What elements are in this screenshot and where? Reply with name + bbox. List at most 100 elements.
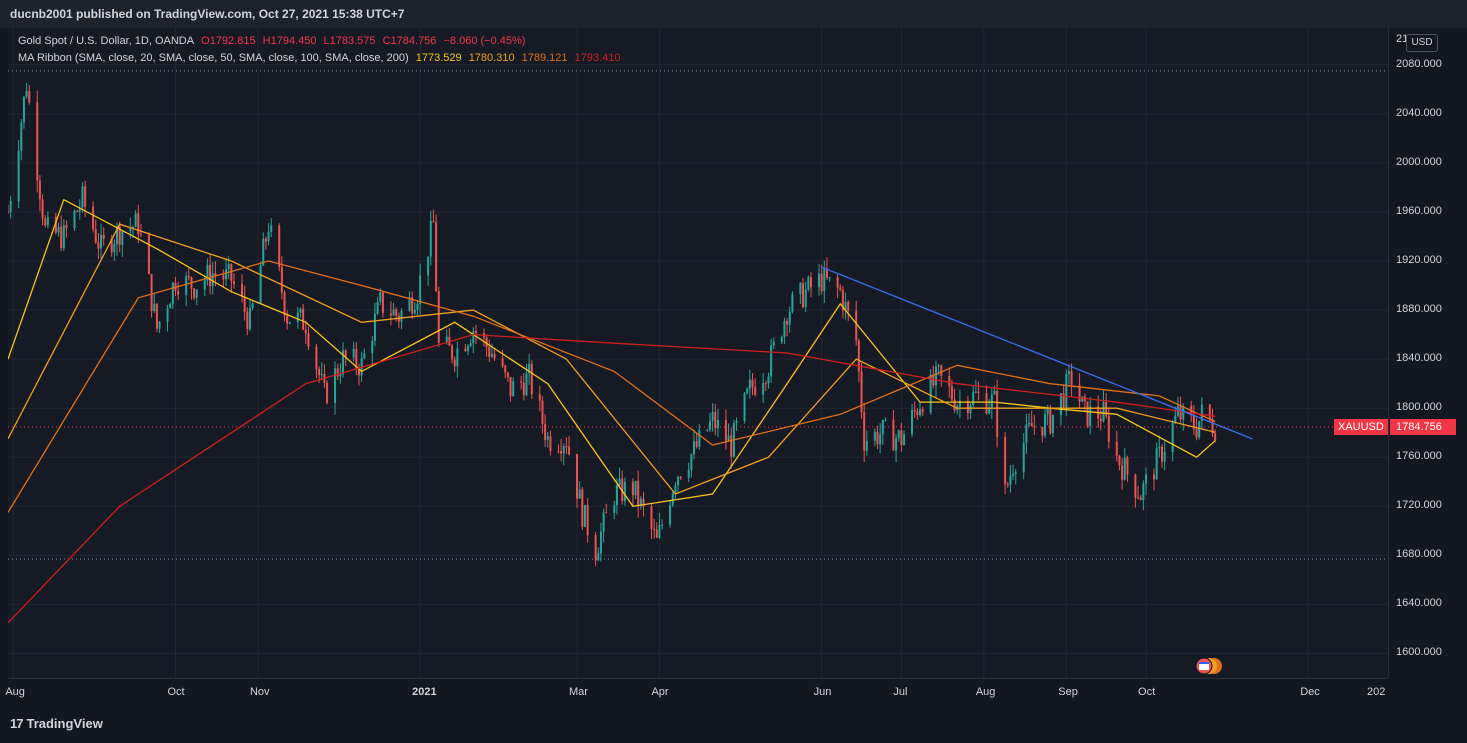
candle-body <box>783 320 786 337</box>
candle-body <box>990 394 993 408</box>
candle-body <box>116 226 119 244</box>
candle-body <box>897 430 900 438</box>
candle-body <box>658 524 661 538</box>
candle-body <box>472 331 475 344</box>
candle-body <box>1145 474 1148 484</box>
y-tick-label: 1760.000 <box>1396 450 1442 463</box>
candle-body <box>687 470 690 479</box>
chart-plot-area[interactable] <box>8 28 1388 678</box>
candle-body <box>195 289 198 298</box>
candle-body <box>679 476 682 479</box>
currency-badge[interactable]: USD <box>1406 34 1438 52</box>
candle-body <box>786 320 789 325</box>
candle-body <box>97 242 100 249</box>
candle-body <box>336 368 339 377</box>
candle-body <box>222 275 225 280</box>
candle-body <box>150 274 153 311</box>
candle-body <box>623 481 626 501</box>
candle-body <box>597 553 600 561</box>
candle-body <box>283 292 286 316</box>
tradingview-logo[interactable]: 17 TradingView <box>10 716 103 731</box>
candle-body <box>419 275 422 304</box>
candle-body <box>456 348 459 367</box>
candle-body <box>381 292 384 314</box>
legend-close: C1784.756 <box>382 35 437 47</box>
x-tick-label: Dec <box>1300 686 1320 698</box>
candle-body <box>671 492 674 506</box>
candle-body <box>357 368 360 376</box>
candle-body <box>46 216 49 226</box>
candle-body <box>674 485 677 493</box>
candle-body <box>746 388 749 394</box>
symbol-price-tag: XAUUSD <box>1334 418 1388 435</box>
y-tick-label: 1720.000 <box>1396 499 1442 512</box>
candle-body <box>233 281 236 284</box>
candle-body <box>653 529 656 531</box>
candle-body <box>65 225 68 229</box>
candle-body <box>929 374 932 413</box>
candle-body <box>214 273 217 276</box>
candle-body <box>408 297 411 311</box>
candle-body <box>1099 418 1102 422</box>
candle-body <box>560 450 563 454</box>
candle-body <box>147 234 150 275</box>
x-tick-label: Jun <box>813 686 832 698</box>
candle-body <box>326 382 329 403</box>
candle-body <box>76 210 79 212</box>
candle-body <box>395 309 398 316</box>
candle-body <box>493 354 496 359</box>
candle-body <box>509 376 512 397</box>
trendline <box>821 266 1253 440</box>
candle-body <box>1004 436 1007 485</box>
candle-body <box>873 431 876 441</box>
candle-body <box>669 505 672 525</box>
candle-body <box>1134 474 1137 498</box>
candle-body <box>187 275 190 278</box>
legend-low: L1783.575 <box>323 35 376 47</box>
candle-body <box>22 96 25 123</box>
candle-body <box>568 446 571 455</box>
candle-body <box>1115 441 1118 456</box>
candle-body <box>913 409 916 412</box>
candle-body <box>25 90 28 97</box>
candle-body <box>225 269 228 280</box>
candle-body <box>1126 457 1129 475</box>
candle-body <box>762 383 765 395</box>
candle-body <box>251 303 254 308</box>
candle-body <box>416 303 419 310</box>
candle-body <box>615 485 618 505</box>
candle-body <box>280 267 283 293</box>
candle-body <box>131 226 134 229</box>
candle-body <box>78 207 81 212</box>
candle-body <box>1102 401 1105 422</box>
candle-body <box>817 273 820 288</box>
candle-body <box>530 363 533 395</box>
candle-body <box>84 186 87 207</box>
candle-body <box>467 345 469 352</box>
candle-body <box>248 307 251 330</box>
candle-body <box>139 234 142 236</box>
time-axis[interactable] <box>8 678 1388 707</box>
candle-body <box>81 186 84 208</box>
candle-body <box>1163 451 1166 462</box>
candle-body <box>618 478 621 486</box>
price-axis[interactable] <box>1388 28 1467 678</box>
candle-body <box>227 264 230 270</box>
candle-body <box>243 296 246 312</box>
candle-body <box>557 450 560 452</box>
candle-body <box>1158 446 1161 449</box>
candle-body <box>948 375 951 387</box>
x-tick-label: Apr <box>651 686 669 698</box>
candle-body <box>209 264 212 287</box>
candle-body <box>770 345 773 377</box>
candle-body <box>9 201 12 213</box>
candle-body <box>1067 370 1070 375</box>
candle-body <box>299 308 302 313</box>
ma200-value: 1793.410 <box>574 52 621 64</box>
candle-body <box>642 498 645 507</box>
candle-body <box>1171 422 1174 452</box>
candle-body <box>1198 420 1201 438</box>
economic-events-icon[interactable] <box>1194 656 1224 676</box>
chart-svg[interactable] <box>8 28 1388 678</box>
candle-body <box>594 535 597 561</box>
